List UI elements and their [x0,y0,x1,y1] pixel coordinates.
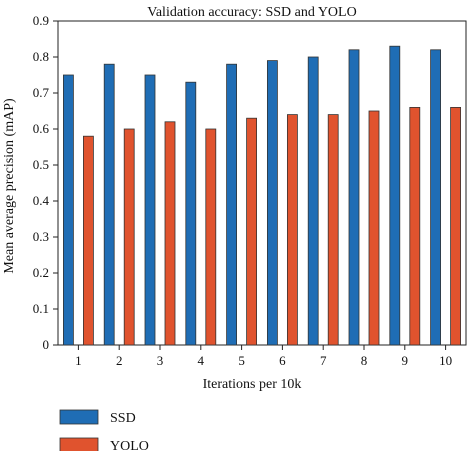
legend-swatch-yolo [59,437,99,451]
bar-yolo-9 [409,107,421,346]
y-tick-label: 0 [43,337,50,352]
bar-ssd-9 [389,45,401,346]
legend-label-yolo: YOLO [110,439,149,451]
y-tick-label: 0.4 [33,193,50,208]
y-tick-label: 0.6 [33,121,50,136]
x-tick-label: 10 [439,353,452,368]
bar-yolo-2 [123,128,135,346]
y-tick-label: 0.9 [33,13,49,28]
chart-title: Validation accuracy: SSD and YOLO [147,5,356,20]
bar-yolo-4 [205,128,217,346]
bar-ssd-4 [185,81,197,346]
x-tick-label: 9 [402,353,409,368]
bar-ssd-2 [103,63,115,346]
bar-ssd-7 [307,56,319,346]
y-tick-label: 0.5 [33,157,49,172]
x-tick-label: 4 [198,353,205,368]
legend-label-ssd: SSD [110,411,136,426]
bar-yolo-3 [164,121,176,346]
x-tick-label: 7 [320,353,327,368]
x-tick-label: 5 [238,353,245,368]
x-tick-label: 1 [75,353,82,368]
legend-swatch-ssd [59,409,99,425]
bar-ssd-5 [226,63,238,346]
x-tick-label: 2 [116,353,123,368]
bar-yolo-7 [327,114,339,346]
bar-yolo-5 [246,117,258,346]
plot-area: 0 0.1 0.2 0.3 0.4 0.5 0.6 0.7 0.8 0.9 1 2 3 4 5 6 7 8 9 10 [33,13,467,368]
bar-ssd-10 [430,49,442,346]
x-tick-label: 3 [157,353,164,368]
bar-ssd-8 [348,49,360,346]
bar-yolo-8 [368,110,380,346]
legend: SSD YOLO [59,409,149,451]
y-tick-label: 0.7 [33,85,50,100]
bar-yolo-6 [286,114,298,346]
x-tick-label: 8 [361,353,368,368]
y-tick-label: 0.8 [33,49,49,64]
y-tick-label: 0.3 [33,229,49,244]
plot-frame [57,20,467,346]
y-tick-label: 0.1 [33,301,49,316]
bar-ssd-6 [266,60,278,346]
y-tick-label: 0.2 [33,265,49,280]
x-tick-label: 6 [279,353,286,368]
bar-yolo-1 [83,135,94,346]
bar-ssd-1 [63,74,74,346]
bar-yolo-10 [450,107,462,346]
x-axis-label: Iterations per 10k [203,377,302,392]
y-axis-label: Mean average precision (mAP) [2,98,17,274]
bar-ssd-3 [144,74,156,346]
